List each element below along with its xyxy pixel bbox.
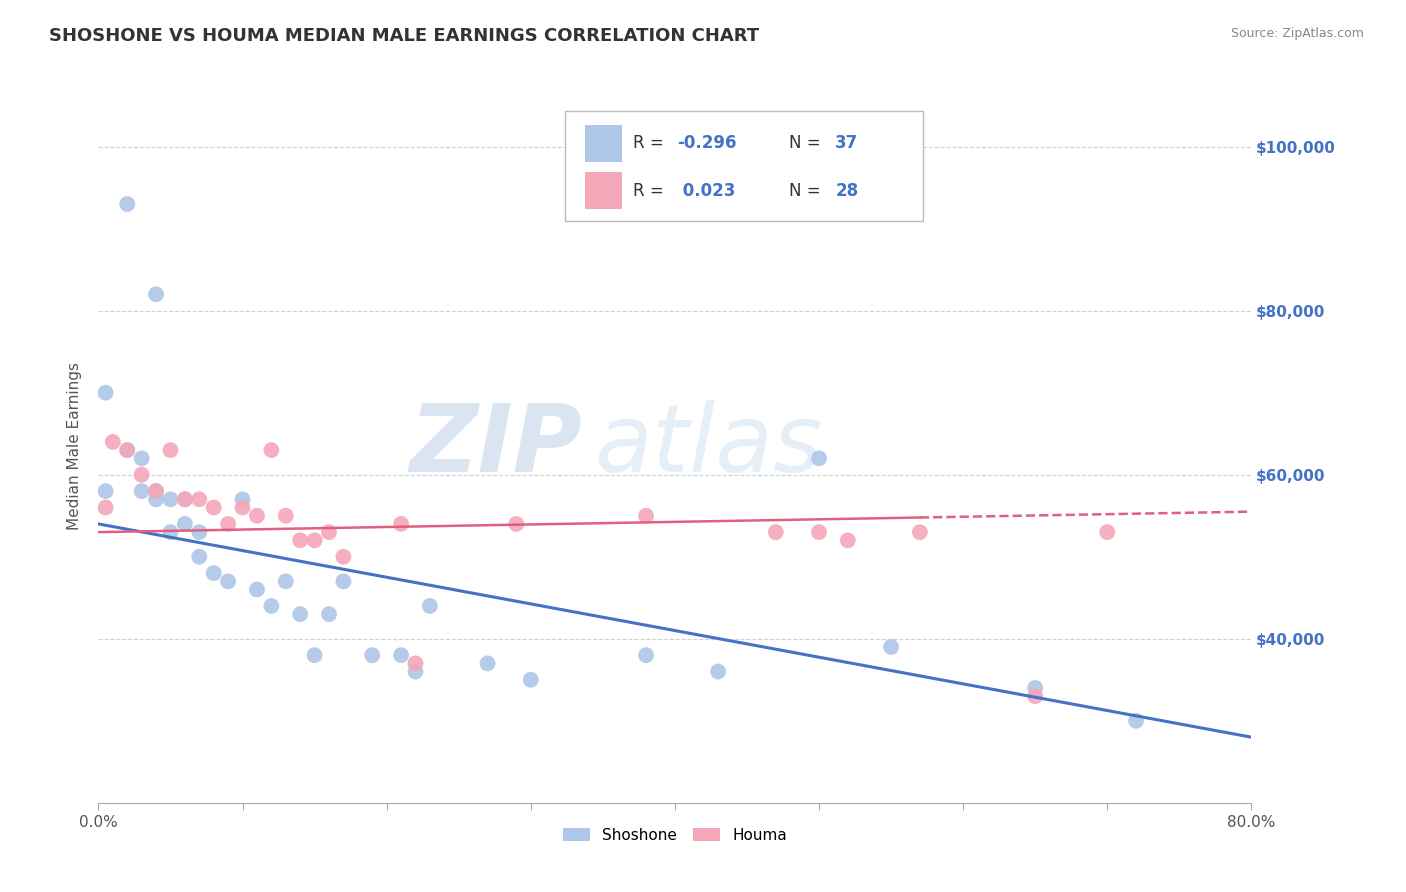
Point [707,665,730,679]
Point [94,385,117,400]
FancyBboxPatch shape [585,125,621,161]
Point [117,443,139,458]
Point [202,500,225,515]
Point [304,533,326,548]
Point [1097,525,1119,540]
Point [304,648,326,662]
Point [290,533,312,548]
Point [188,492,211,507]
Point [159,443,181,458]
Point [389,516,412,531]
Point [808,451,831,466]
Point [274,574,297,589]
Point [636,508,658,523]
Text: R =: R = [633,182,669,200]
Point [837,533,859,548]
Point [101,434,124,449]
Point [131,467,153,482]
Point [405,665,427,679]
Point [131,451,153,466]
Point [765,525,787,540]
Point [318,607,340,622]
Y-axis label: Median Male Earnings: Median Male Earnings [67,362,83,530]
Point [880,640,903,654]
Text: 0.023: 0.023 [678,182,735,200]
Point [145,492,167,507]
Point [131,484,153,499]
Point [145,484,167,499]
Point [246,582,269,597]
Point [389,648,412,662]
Point [419,599,441,613]
Point [332,549,354,564]
Point [908,525,931,540]
Legend: Shoshone, Houma: Shoshone, Houma [557,822,793,848]
Point [332,574,354,589]
Text: N =: N = [789,182,825,200]
Text: -0.296: -0.296 [678,134,737,153]
Point [405,657,427,671]
FancyBboxPatch shape [585,172,621,210]
Text: Source: ZipAtlas.com: Source: ZipAtlas.com [1230,27,1364,40]
Point [217,516,239,531]
Point [117,197,139,211]
Point [174,516,197,531]
Point [174,492,197,507]
Point [94,500,117,515]
Point [477,657,499,671]
Point [231,492,254,507]
Point [260,443,283,458]
Text: SHOSHONE VS HOUMA MEDIAN MALE EARNINGS CORRELATION CHART: SHOSHONE VS HOUMA MEDIAN MALE EARNINGS C… [49,27,759,45]
Text: 28: 28 [835,182,858,200]
Point [117,443,139,458]
Point [260,599,283,613]
Text: atlas: atlas [595,401,823,491]
Point [159,525,181,540]
Point [246,508,269,523]
Point [274,508,297,523]
Point [145,287,167,301]
Point [188,549,211,564]
Point [1024,689,1046,703]
Text: ZIP: ZIP [409,400,582,492]
Point [361,648,384,662]
FancyBboxPatch shape [565,111,922,221]
Point [94,484,117,499]
Point [505,516,527,531]
Point [520,673,543,687]
Point [808,525,831,540]
Point [1024,681,1046,695]
Point [231,500,254,515]
Point [202,566,225,581]
Text: R =: R = [633,134,669,153]
Point [318,525,340,540]
Point [174,492,197,507]
Point [290,607,312,622]
Point [1125,714,1147,728]
Point [217,574,239,589]
Text: 37: 37 [835,134,859,153]
Point [159,492,181,507]
Text: N =: N = [789,134,825,153]
Point [636,648,658,662]
Point [188,525,211,540]
Point [145,484,167,499]
